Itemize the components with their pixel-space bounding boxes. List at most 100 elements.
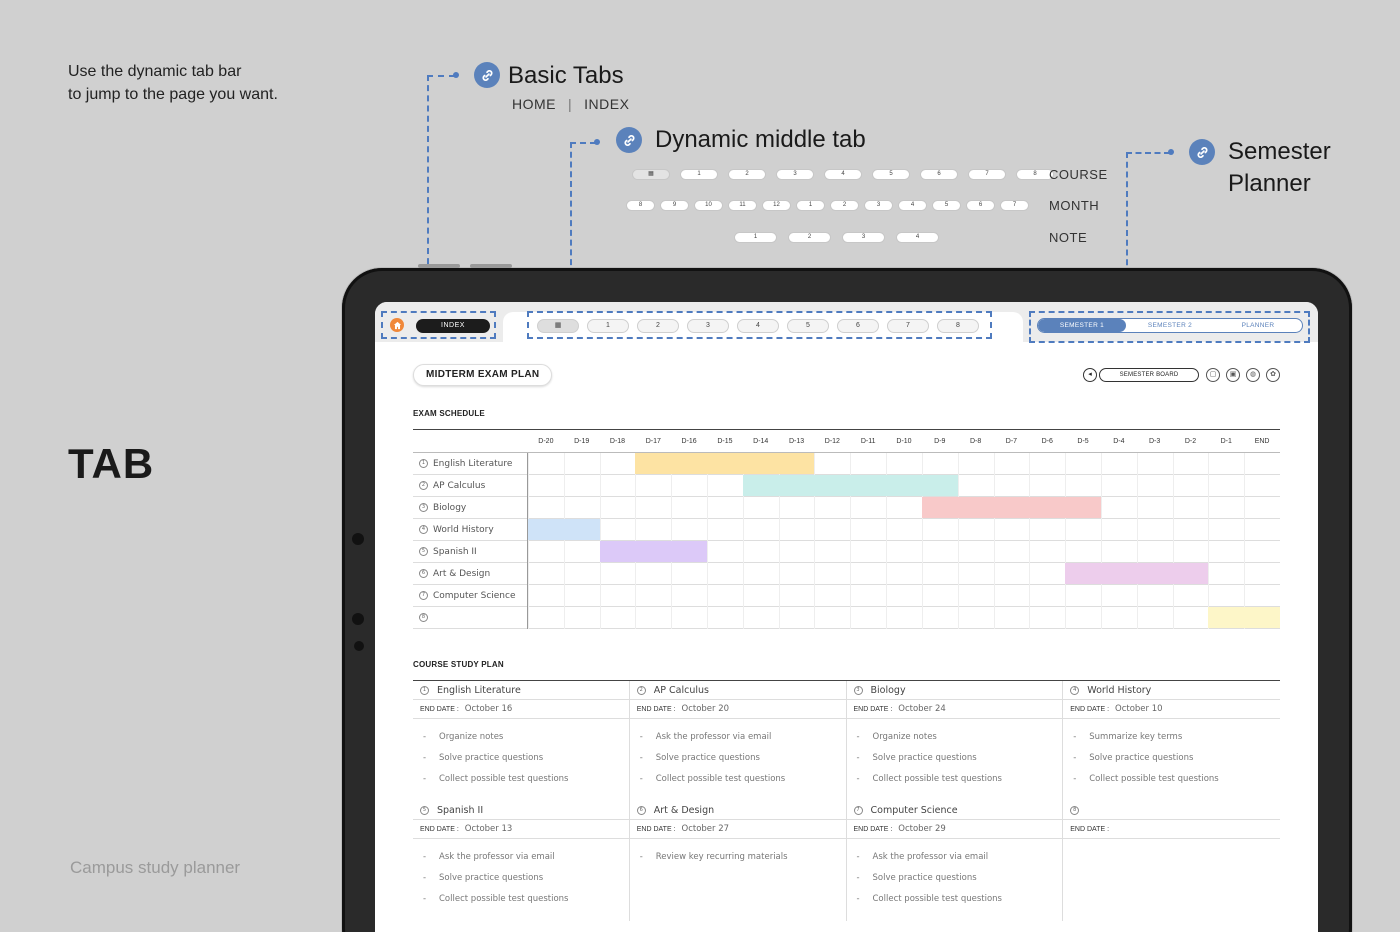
semester-tab[interactable]: SEMESTER 1 xyxy=(1038,319,1126,332)
task-item[interactable]: - Ask the professor via email xyxy=(423,847,629,868)
note-pill[interactable]: 2 xyxy=(788,232,831,243)
task-list: - Review key recurring materials xyxy=(630,839,846,868)
course-pill[interactable]: 2 xyxy=(728,169,766,180)
schedule-bar[interactable] xyxy=(599,541,708,562)
grid-line xyxy=(707,563,709,585)
grid-line xyxy=(886,519,888,541)
semester-tab[interactable]: PLANNER xyxy=(1241,322,1275,329)
course-pill[interactable]: 8 xyxy=(1016,169,1054,180)
index-link[interactable]: INDEX xyxy=(584,96,630,112)
notebook-icon[interactable]: ▣ xyxy=(1226,368,1240,382)
grid-line xyxy=(707,541,709,563)
note-pill[interactable]: 4 xyxy=(896,232,939,243)
course-name-text: World History xyxy=(433,525,494,535)
study-card-header: 4 World History xyxy=(1063,681,1280,700)
semester-board-label[interactable]: SEMESTER BOARD xyxy=(1099,368,1199,382)
semester-board-button[interactable]: ◂ SEMESTER BOARD xyxy=(1083,368,1199,382)
note-pill[interactable]: 1 xyxy=(734,232,777,243)
grid-tab[interactable]: ▦ xyxy=(537,319,579,333)
course-pill[interactable]: 5 xyxy=(872,169,910,180)
course-pill[interactable]: ▦ xyxy=(632,169,670,180)
task-item[interactable]: - Ask the professor via email xyxy=(857,847,1063,868)
schedule-bar[interactable] xyxy=(1065,563,1209,584)
month-pill[interactable]: 9 xyxy=(660,200,689,211)
task-item[interactable]: - Collect possible test questions xyxy=(640,769,846,790)
schedule-bar[interactable] xyxy=(635,453,815,474)
month-pill[interactable]: 6 xyxy=(966,200,995,211)
grid-line xyxy=(1065,607,1067,629)
globe-icon[interactable]: ◍ xyxy=(1246,368,1260,382)
calendar-icon[interactable]: ▢ xyxy=(1206,368,1220,382)
month-pill[interactable]: 12 xyxy=(762,200,791,211)
month-pill[interactable]: 11 xyxy=(728,200,757,211)
middle-tab[interactable]: 5 xyxy=(787,319,829,333)
schedule-bar[interactable] xyxy=(742,475,958,496)
task-bullet: - xyxy=(856,753,860,763)
middle-tab[interactable]: 7 xyxy=(887,319,929,333)
end-date-row: END DATE : xyxy=(1063,820,1280,839)
grid-line xyxy=(778,563,780,585)
task-item[interactable]: - Summarize key terms xyxy=(1073,727,1280,748)
course-pill[interactable]: 1 xyxy=(680,169,718,180)
back-arrow-icon[interactable]: ◂ xyxy=(1083,368,1097,382)
grid-line xyxy=(886,541,888,563)
schedule-bar[interactable] xyxy=(921,497,1101,518)
month-pill[interactable]: 2 xyxy=(830,200,859,211)
middle-tab[interactable]: 4 xyxy=(737,319,779,333)
task-item[interactable]: - Solve practice questions xyxy=(857,748,1063,769)
schedule-bar[interactable] xyxy=(1208,607,1280,628)
end-date-row: END DATE : October 29 xyxy=(846,820,1063,839)
month-pill[interactable]: 5 xyxy=(932,200,961,211)
task-item[interactable]: - Collect possible test questions xyxy=(1073,769,1280,790)
month-pill[interactable]: 10 xyxy=(694,200,723,211)
task-item[interactable]: - Organize notes xyxy=(423,727,629,748)
month-pill[interactable]: 7 xyxy=(1000,200,1029,211)
card-number: 2 xyxy=(636,686,646,695)
home-icon[interactable] xyxy=(390,318,404,332)
month-pill[interactable]: 3 xyxy=(864,200,893,211)
month-pill-row: 8 9 10 11 12 1 2 3 4 5 6 7 xyxy=(626,200,1029,211)
callout-dot xyxy=(594,139,600,145)
grid-line xyxy=(921,519,923,541)
middle-tab[interactable]: 1 xyxy=(587,319,629,333)
semester-tab[interactable]: SEMESTER 2 xyxy=(1147,322,1193,329)
course-pill[interactable]: 4 xyxy=(824,169,862,180)
task-item[interactable]: - Collect possible test questions xyxy=(423,769,629,790)
course-pill[interactable]: 6 xyxy=(920,169,958,180)
month-pill[interactable]: 8 xyxy=(626,200,655,211)
task-item[interactable]: - Organize notes xyxy=(857,727,1063,748)
task-item[interactable]: - Solve practice questions xyxy=(857,868,1063,889)
task-bullet: - xyxy=(423,774,427,784)
card-course-name: English Literature xyxy=(437,685,521,696)
task-item[interactable]: - Ask the professor via email xyxy=(640,727,846,748)
task-item[interactable]: - Collect possible test questions xyxy=(423,889,629,910)
day-label: D-7 xyxy=(1005,438,1018,445)
task-item[interactable]: - Collect possible test questions xyxy=(857,769,1063,790)
grid-line xyxy=(563,585,565,607)
course-pill[interactable]: 7 xyxy=(968,169,1006,180)
month-pill[interactable]: 4 xyxy=(898,200,927,211)
note-pill[interactable]: 3 xyxy=(842,232,885,243)
month-pill[interactable]: 1 xyxy=(796,200,825,211)
grid-line xyxy=(957,563,959,585)
grid-line xyxy=(1136,541,1138,563)
middle-tab[interactable]: 2 xyxy=(637,319,679,333)
middle-tab[interactable]: 6 xyxy=(837,319,879,333)
task-item[interactable]: - Solve practice questions xyxy=(1073,748,1280,769)
task-item[interactable]: - Collect possible test questions xyxy=(857,889,1063,910)
middle-tab[interactable]: 3 xyxy=(687,319,729,333)
schedule-bar[interactable] xyxy=(528,519,600,540)
settings-icon[interactable]: ✿ xyxy=(1266,368,1280,382)
middle-tab[interactable]: 8 xyxy=(937,319,979,333)
task-bullet: - xyxy=(639,753,643,763)
grid-line xyxy=(742,519,744,541)
index-tab[interactable]: INDEX xyxy=(416,319,490,333)
home-link[interactable]: HOME xyxy=(512,96,556,112)
task-item[interactable]: - Review key recurring materials xyxy=(640,847,846,868)
task-item[interactable]: - Solve practice questions xyxy=(423,868,629,889)
course-name-text: AP Calculus xyxy=(433,481,486,491)
course-pill[interactable]: 3 xyxy=(776,169,814,180)
task-item[interactable]: - Solve practice questions xyxy=(423,748,629,769)
task-item[interactable]: - Solve practice questions xyxy=(640,748,846,769)
grid-line xyxy=(886,607,888,629)
